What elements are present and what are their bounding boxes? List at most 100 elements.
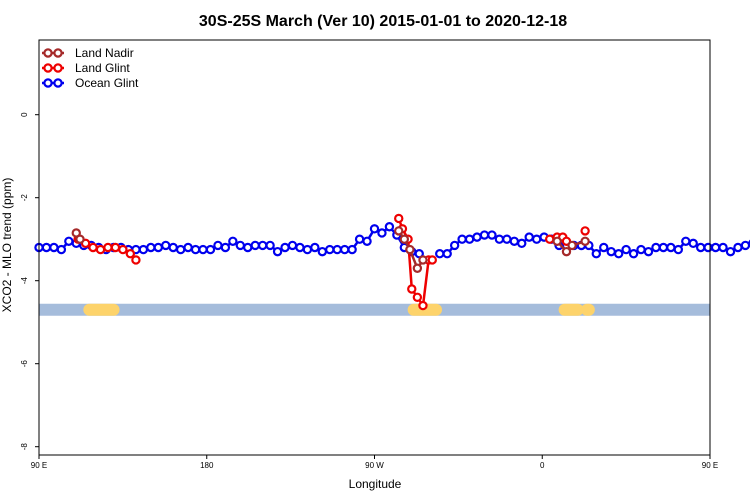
data-point [369,224,380,234]
data-point [198,244,208,255]
data-point [257,240,268,251]
data-point [613,249,624,259]
data-point [235,240,245,251]
data-point [325,244,335,255]
data-point [494,234,505,244]
data-point [517,238,527,249]
data-point [531,234,542,244]
data-point [561,246,572,257]
data-point [580,236,590,246]
legend-entry-label: Land Nadir [75,46,134,60]
data-point [175,244,186,255]
data-point [153,242,163,253]
chart-title: 30S-25S March (Ver 10) 2015-01-01 to 202… [199,13,567,30]
data-point [339,244,350,255]
data-point [265,240,275,251]
data-point [449,240,460,251]
legend-marker [43,78,53,88]
y-axis: 0 -2 -4 -6 -8 [20,112,39,450]
data-point [651,242,661,253]
data-point [673,244,684,255]
data-point [110,242,121,253]
data-point [464,234,475,244]
data-point [347,244,357,255]
legend-marker [43,63,53,73]
data-point [317,246,328,257]
data-point [643,246,654,257]
data-point [354,234,365,244]
data-point [545,234,555,244]
data-point [272,246,283,257]
legend-marker [53,78,63,88]
data-point [146,242,156,253]
data-point [138,244,149,255]
y-tick-label: -6 [20,360,29,368]
data-point [399,234,410,244]
data-point [302,244,313,255]
data-point [636,244,646,255]
legend-marker [53,48,63,58]
data-point [205,244,216,255]
y-tick-label: -2 [20,194,29,202]
data-point [479,230,490,240]
data-point [658,242,669,253]
data-point [580,226,590,236]
data-point [740,240,750,251]
data-point [220,242,231,253]
data-point [733,242,743,253]
data-point [435,249,445,259]
data-point [621,244,631,255]
data-point [688,238,698,249]
data-point [509,236,519,246]
data-point [183,242,193,253]
x-tick-label: 180 [200,461,214,470]
data-point [295,242,305,253]
data-point [95,244,106,255]
x-tick-label: 90 W [365,461,384,470]
data-point [161,240,171,251]
y-axis-label: XCO2 - MLO trend (ppm) [0,178,14,313]
legend-marker [53,63,63,73]
y-tick-label: 0 [20,112,29,117]
data-point [377,228,387,238]
data-point [567,240,577,251]
series-ocean-glint [34,222,750,259]
y-tick-label: -8 [20,443,29,451]
data-point [472,232,482,242]
data-point [666,242,676,253]
data-point [280,242,290,253]
legend-entry-label: Ocean Glint [75,76,139,90]
data-point [190,244,201,255]
data-point [118,244,128,255]
data-point [394,226,404,236]
data-point [75,234,85,244]
y-tick-label: -4 [20,277,29,285]
x-tick-label: 90 E [702,461,718,470]
data-point [41,242,52,253]
data-point [384,222,395,232]
data-point [228,236,238,246]
series-land-glint [73,213,590,311]
data-point [131,255,141,265]
data-point [49,242,59,253]
data-point [552,236,562,246]
data-point [405,244,415,255]
data-point [591,249,602,259]
x-tick-label: 0 [540,461,545,470]
data-point [412,263,423,273]
data-point [418,300,428,311]
data-point [442,249,452,259]
data-point [362,236,372,246]
data-point [718,242,728,253]
data-point [168,242,178,253]
data-point [502,234,512,244]
legend-marker [43,48,53,58]
data-point [703,242,713,253]
x-axis-label: Longitude [349,477,402,491]
data-point [250,240,260,251]
data-point [418,255,428,265]
data-point [412,292,423,302]
data-point [56,244,67,255]
